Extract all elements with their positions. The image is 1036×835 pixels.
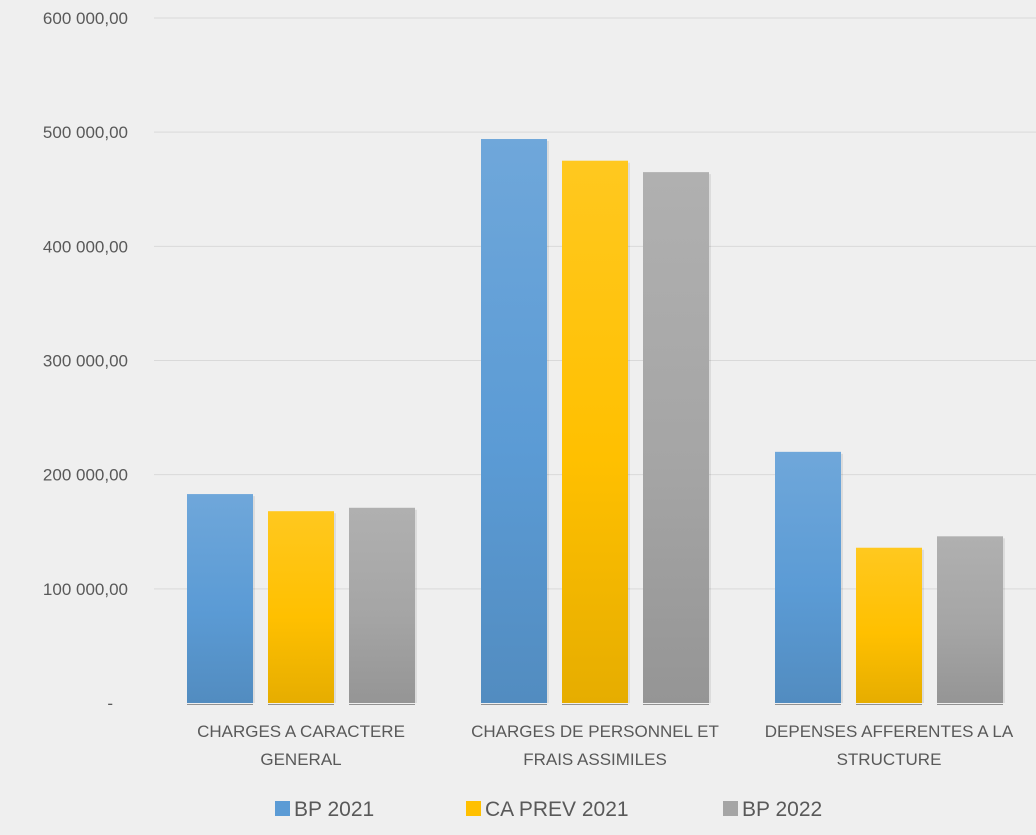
bar-shadow [547,141,549,703]
bar-shadow [1003,538,1005,703]
y-axis-tick-labels: - 100 000,00 200 000,00 300 000,00 400 000,0… [43,9,128,713]
bar-ca-prev-2021-cat-3 [856,547,922,703]
y-tick-label: 500 000,00 [43,123,128,142]
bar-bp-2022-cat-1 [349,507,415,703]
legend-swatch-ca-prev-2021 [466,801,481,816]
bar-bp-2022-cat-2 [643,172,709,703]
bar-shadow [922,549,924,703]
legend-label: BP 2021 [294,798,374,821]
x-category-label: CHARGES A CARACTERE [197,722,405,741]
x-axis-category-labels: CHARGES A CARACTERE GENERAL CHARGES DE PER… [197,722,1014,769]
legend-swatch-bp-2021 [275,801,290,816]
bar-shadow [253,496,255,703]
x-category-label: CHARGES DE PERSONNEL ET [471,722,719,741]
y-tick-label: 600 000,00 [43,9,128,28]
bar-bp-2021-cat-2 [481,139,547,703]
bar-bp-2021-cat-1 [187,494,253,703]
bar-shadow [709,174,711,703]
bar-shadow [841,453,843,703]
bar-shadow [334,513,336,703]
bar-bp-2021-cat-3 [775,451,841,703]
y-tick-label: 400 000,00 [43,237,128,256]
bar-bp-2022-cat-3 [937,536,1003,703]
legend-label: BP 2022 [742,798,822,821]
bars [187,139,1005,705]
legend-label: CA PREV 2021 [485,798,629,821]
legend-swatch-bp-2022 [723,801,738,816]
y-tick-label: - [107,694,113,713]
bar-ca-prev-2021-cat-1 [268,511,334,703]
y-tick-label: 300 000,00 [43,352,128,371]
x-category-label: FRAIS ASSIMILES [523,750,667,769]
y-tick-label: 200 000,00 [43,466,128,485]
x-category-label: DEPENSES AFFERENTES A LA [765,722,1014,741]
bar-shadow [415,509,417,703]
bar-ca-prev-2021-cat-2 [562,160,628,704]
x-category-label: GENERAL [260,750,341,769]
legend: BP 2021 CA PREV 2021 BP 2022 [275,798,822,821]
x-category-label: STRUCTURE [837,750,942,769]
y-tick-label: 100 000,00 [43,580,128,599]
bar-shadow [628,162,630,704]
